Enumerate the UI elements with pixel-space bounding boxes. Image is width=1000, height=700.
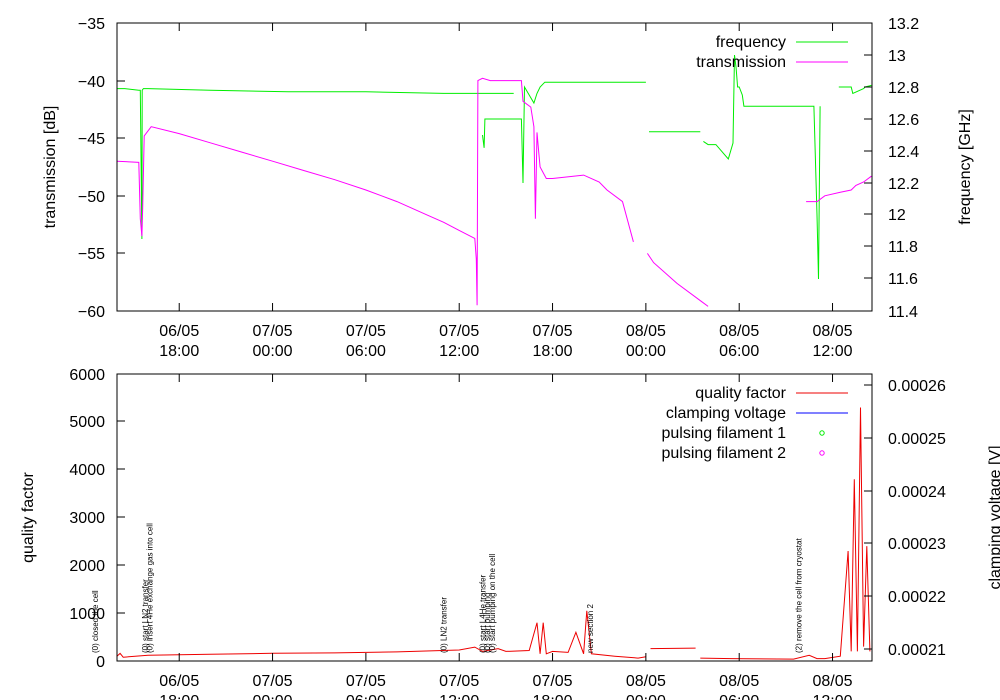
series-line-frequency [117, 54, 872, 280]
x-tick-date: 06/05 [159, 673, 199, 690]
x-tick-date: 07/05 [346, 323, 386, 340]
legend-label: pulsing filament 1 [661, 425, 786, 442]
y2-tick-label: 11.6 [888, 271, 918, 288]
y-tick-label: 1000 [69, 606, 105, 623]
y2-tick-label: 12.8 [888, 80, 919, 97]
annotation-label: (0) start LN2 transfer [141, 579, 150, 653]
y2-tick-label: 11.8 [888, 239, 918, 256]
x-tick-time: 00:00 [626, 693, 666, 700]
x-tick-date: 06/05 [159, 323, 199, 340]
y-tick-label: −55 [78, 246, 105, 263]
y2-tick-label: 11.4 [888, 304, 918, 321]
y-tick-label: −50 [78, 189, 105, 206]
x-tick-time: 18:00 [533, 343, 573, 360]
y2-axis-label: frequency [GHz] [957, 109, 974, 225]
x-tick-time: 00:00 [253, 343, 293, 360]
legend-marker [819, 430, 825, 436]
x-tick-time: 06:00 [346, 693, 386, 700]
y2-tick-label: 0.00026 [888, 378, 946, 395]
annotation-label: (0) start L4He transfer [479, 574, 488, 653]
y-axis-label: quality factor [20, 471, 37, 562]
plot-frame [116, 22, 873, 312]
chart-quality-factor: 6000 5000 4000 3000 2000 1000 0 0.00026 0.00025 0… [20, 367, 1000, 700]
y2-tick-label: 12.6 [888, 112, 919, 129]
x-tick-time: 12:00 [813, 693, 853, 700]
y-tick-label: −40 [78, 74, 105, 91]
y2-tick-label: 0.00025 [888, 431, 946, 448]
x-tick-date: 08/05 [813, 323, 853, 340]
y2-axis-label: clamping voltage [V] [987, 445, 1000, 589]
x-tick-date: 07/05 [533, 323, 573, 340]
x-tick-date: 07/05 [253, 673, 293, 690]
x-tick-time: 12:00 [813, 343, 853, 360]
x-tick-time: 06:00 [719, 693, 759, 700]
y-tick-label: 6000 [69, 367, 105, 384]
x-tick-date: 08/05 [719, 673, 759, 690]
y-tick-label: 3000 [69, 510, 105, 527]
x-tick-time: 18:00 [533, 693, 573, 700]
legend-label: clamping voltage [666, 405, 786, 422]
y-tick-label: −60 [78, 304, 105, 321]
annotation-label: (0) closed the cell [91, 590, 100, 653]
x-tick-time: 00:00 [253, 693, 293, 700]
x-tick-time: 06:00 [346, 343, 386, 360]
x-tick-time: 12:00 [439, 693, 479, 700]
legend-label: quality factor [695, 385, 786, 402]
x-tick-time: 12:00 [439, 343, 479, 360]
x-tick-date: 07/05 [439, 673, 479, 690]
x-tick-date: 08/05 [719, 323, 759, 340]
y2-tick-label: 12 [888, 207, 906, 224]
x-tick-date: 07/05 [253, 323, 293, 340]
x-tick-date: 07/05 [346, 673, 386, 690]
annotation-label: new section 2 [586, 604, 595, 653]
series-line-quality-factor [117, 407, 871, 660]
legend-marker [819, 450, 825, 456]
annotation-label: (0) LN2 transfer [440, 597, 449, 653]
y2-tick-label: 0.00023 [888, 536, 946, 553]
x-tick-date: 08/05 [813, 673, 853, 690]
chart-transmission-frequency: −35 −40 −45 −50 −55 −60 13.2 13 12.8 12.6 12.4 12.2… [42, 16, 974, 360]
annotation-label: (0) start pumping on the cell [488, 554, 497, 653]
x-tick-time: 18:00 [159, 343, 199, 360]
y2-tick-label: 0.00021 [888, 642, 946, 659]
x-tick-time: 00:00 [626, 343, 666, 360]
x-tick-date: 08/05 [626, 323, 666, 340]
y2-tick-label: 12.2 [888, 176, 919, 193]
annotation-label: (2) remove the cell from cryostat [794, 538, 803, 653]
legend-label: frequency [716, 34, 786, 51]
legend-label: transmission [696, 54, 786, 71]
y2-tick-label: 0.00022 [888, 589, 946, 606]
y-tick-label: 5000 [69, 414, 105, 431]
x-tick-time: 18:00 [159, 693, 199, 700]
y-tick-label: −45 [78, 131, 105, 148]
annotation-label: (0) insert 4He exchange gas into cell [146, 523, 155, 653]
y-axis-label: transmission [dB] [42, 106, 59, 229]
x-tick-date: 07/05 [533, 673, 573, 690]
y-tick-label: −35 [78, 16, 105, 33]
y2-tick-label: 0.00024 [888, 484, 946, 501]
y-tick-label: 2000 [69, 558, 105, 575]
x-tick-time: 06:00 [719, 343, 759, 360]
x-tick-date: 07/05 [439, 323, 479, 340]
y2-tick-label: 13 [888, 48, 906, 65]
series-line-transmission [117, 77, 872, 307]
y-tick-label: 0 [96, 654, 105, 671]
y2-tick-label: 13.2 [888, 16, 919, 33]
x-tick-date: 08/05 [626, 673, 666, 690]
y2-tick-label: 12.4 [888, 144, 919, 161]
annotation-label: (0) start pumping [483, 593, 492, 653]
legend-label: pulsing filament 2 [661, 445, 786, 462]
y-tick-label: 4000 [69, 462, 105, 479]
